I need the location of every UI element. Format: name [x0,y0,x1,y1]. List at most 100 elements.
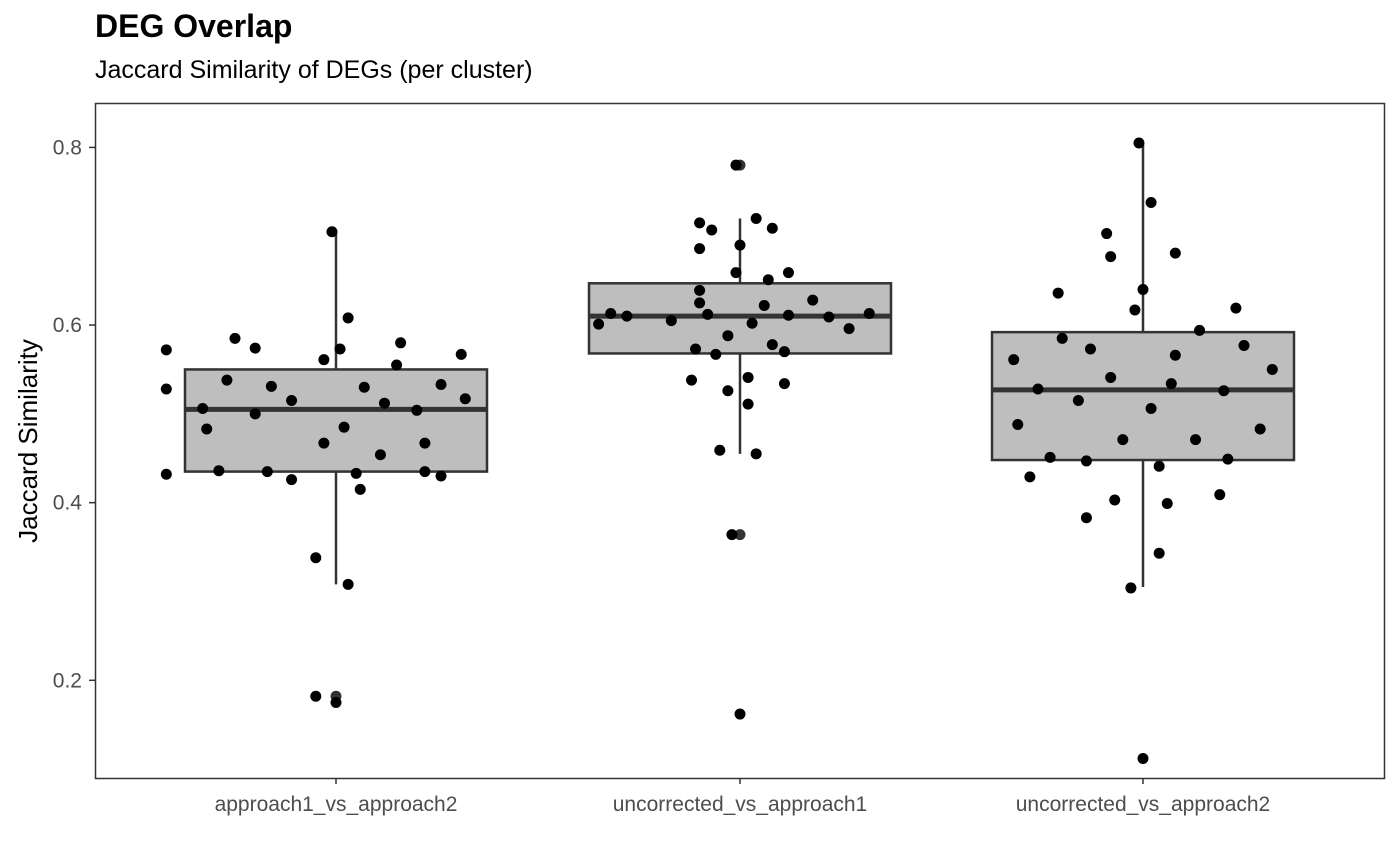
data-point [342,312,354,324]
data-point [330,697,342,709]
data-point [411,404,423,416]
data-point [1024,471,1036,483]
data-point [249,408,261,420]
data-point [1238,339,1250,351]
box-iqr [990,330,1296,462]
data-point [354,483,366,495]
data-point [694,297,706,309]
data-point [338,421,350,433]
data-point [455,348,467,360]
data-point [265,380,277,392]
data-point [435,379,447,391]
data-point [621,310,633,322]
data-point [1165,378,1177,390]
data-point [229,332,241,344]
data-point [1161,498,1173,510]
data-point [722,330,734,342]
data-point [221,374,233,386]
data-point [419,437,431,449]
boxes [183,142,1296,588]
data-point [395,337,407,349]
data-point [1133,137,1145,149]
data-point [1137,752,1149,764]
data-point [1032,383,1044,395]
data-point [1012,419,1024,431]
data-point [605,307,617,319]
data-point [1266,363,1278,375]
data-point [1230,302,1242,314]
y-axis: 0.2 0.4 0.6 0.8 [53,136,95,692]
data-point [1169,349,1181,361]
data-point [160,468,172,480]
data-point [734,708,746,720]
data-point [1218,385,1230,397]
data-point [213,465,225,477]
data-point [1145,403,1157,415]
data-point [160,383,172,395]
data-point [863,307,875,319]
data-point [342,578,354,590]
data-point [690,343,702,355]
data-point [1056,332,1068,344]
data-point [1129,304,1141,316]
data-point [742,398,754,410]
y-axis-title: Jaccard Similarity [13,339,43,543]
data-point [766,222,778,234]
data-point [726,529,738,541]
data-point [1072,395,1084,407]
x-tick-label: approach1_vs_approach2 [215,793,458,816]
data-point [286,474,298,486]
data-point [782,309,794,321]
data-point [160,344,172,356]
data-point [593,318,605,330]
chart-subtitle: Jaccard Similarity of DEGs (per cluster) [95,56,533,84]
data-point [249,342,261,354]
data-point [1214,489,1226,501]
data-point [762,274,774,286]
y-tick-label: 0.2 [53,669,82,692]
data-point [334,343,346,355]
data-point [730,159,742,171]
data-point [694,217,706,229]
data-point [286,395,298,407]
data-point [1153,547,1165,559]
data-point [714,444,726,456]
data-point [734,239,746,251]
jitter-points [160,137,1278,764]
data-point [1080,512,1092,524]
data-point [1080,455,1092,467]
data-point [358,381,370,393]
data-point [843,323,855,335]
x-axis: approach1_vs_approach2 uncorrected_vs_app… [215,778,1271,816]
x-tick-label: uncorrected_vs_approach2 [1016,793,1271,816]
data-point [1105,251,1117,263]
data-point [742,371,754,383]
data-point [310,690,322,702]
y-tick-label: 0.8 [53,136,82,159]
y-tick-label: 0.4 [53,492,83,515]
data-point [1137,284,1149,296]
data-point [746,317,758,329]
data-point [1254,423,1266,435]
y-tick-label: 0.6 [53,314,82,337]
data-point [1084,343,1096,355]
data-point [758,300,770,311]
chart-title: DEG Overlap [95,8,293,44]
data-point [1008,354,1020,366]
outlier-point [734,529,746,541]
x-tick-label: uncorrected_vs_approach1 [613,793,868,816]
data-point [823,311,835,323]
data-point [197,403,209,415]
data-point [459,393,471,405]
data-point [1125,582,1137,594]
data-point [1190,434,1202,446]
data-point [694,284,706,296]
data-point [1105,371,1117,383]
data-point [686,374,698,386]
data-point [391,359,403,371]
data-point [694,243,706,255]
data-point [1194,324,1206,336]
data-point [419,466,431,478]
